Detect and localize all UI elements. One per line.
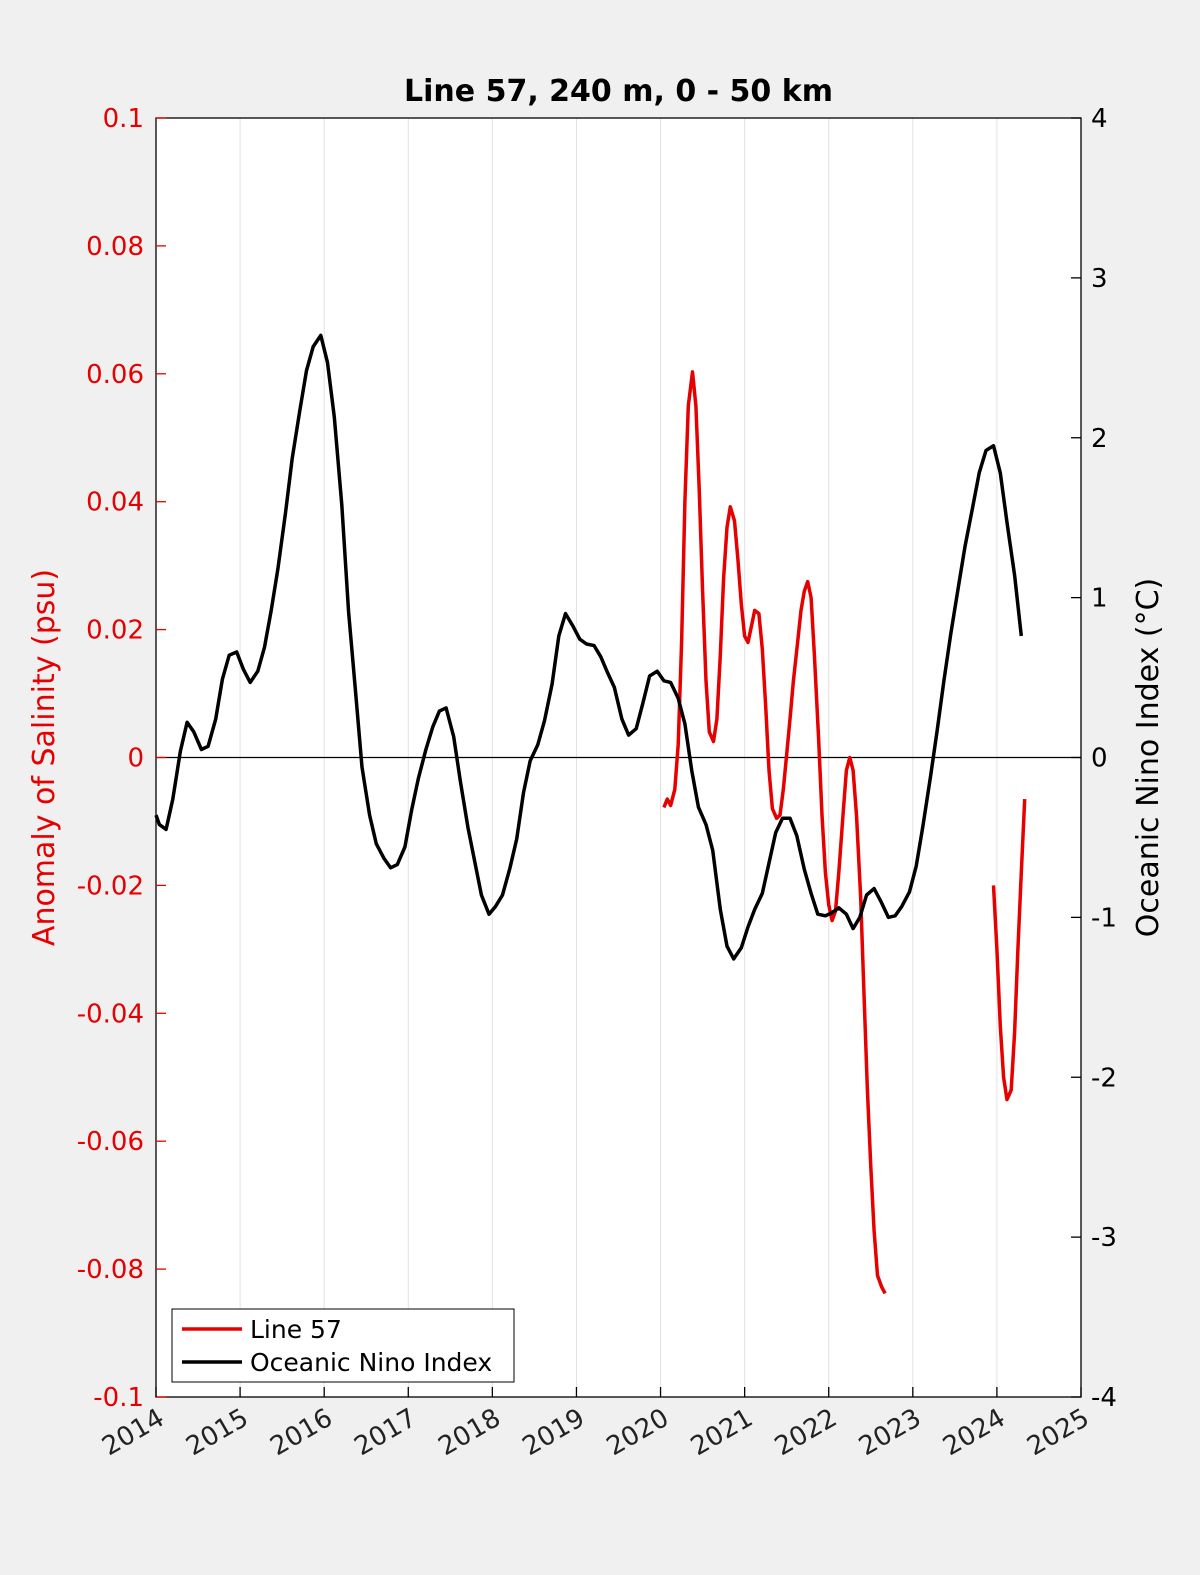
left-axis-ticks: 0.1 0.08 0.06 0.04 0.02 0 -0.02 -0.04 -0.06 -0.08… <box>77 104 166 1413</box>
legend-label-line57: Line 57 <box>250 1315 342 1344</box>
series-line-line57-segment-0 <box>662 370 887 1295</box>
legend: Line 57 Oceanic Nino Index <box>171 1308 515 1383</box>
right-tick-label: 2 <box>1091 424 1108 454</box>
left-tick-label: -0.06 <box>77 1127 144 1157</box>
left-tick-label: -0.04 <box>77 999 144 1029</box>
left-tick-label: -0.08 <box>77 1255 144 1285</box>
right-tick-label: 1 <box>1091 584 1108 614</box>
right-tick-label: 3 <box>1091 264 1108 294</box>
y-axis-label-left: Anomaly of Salinity (psu) <box>27 569 62 946</box>
y-axis-label-right: Oceanic Nino Index (°C) <box>1131 578 1166 938</box>
left-tick-label: -0.1 <box>93 1383 144 1413</box>
series-line-oni-segment-0 <box>154 333 1024 961</box>
chart-title: Line 57, 240 m, 0 - 50 km <box>404 74 833 109</box>
series-layer <box>154 333 1027 1295</box>
right-tick-label: -1 <box>1091 903 1117 933</box>
right-tick-label: -2 <box>1091 1063 1117 1093</box>
left-tick-label: -0.02 <box>77 871 144 901</box>
right-tick-label: 4 <box>1091 104 1108 134</box>
legend-label-oni: Oceanic Nino Index <box>250 1348 492 1377</box>
left-tick-label: 0.1 <box>103 104 144 134</box>
left-tick-label: 0.04 <box>86 488 144 518</box>
left-tick-label: 0 <box>127 744 144 774</box>
right-tick-label: -4 <box>1091 1383 1117 1413</box>
series-line-line57-segment-1 <box>991 799 1027 1102</box>
right-tick-label: -3 <box>1091 1223 1117 1253</box>
legend-box <box>171 1308 515 1383</box>
left-tick-label: 0.06 <box>86 360 144 390</box>
right-axis-ticks: 4 3 2 1 0 -1 -2 -3 -4 <box>1071 104 1117 1413</box>
left-tick-label: 0.08 <box>86 232 144 262</box>
right-tick-label: 0 <box>1091 744 1108 774</box>
left-tick-label: 0.02 <box>86 616 144 646</box>
